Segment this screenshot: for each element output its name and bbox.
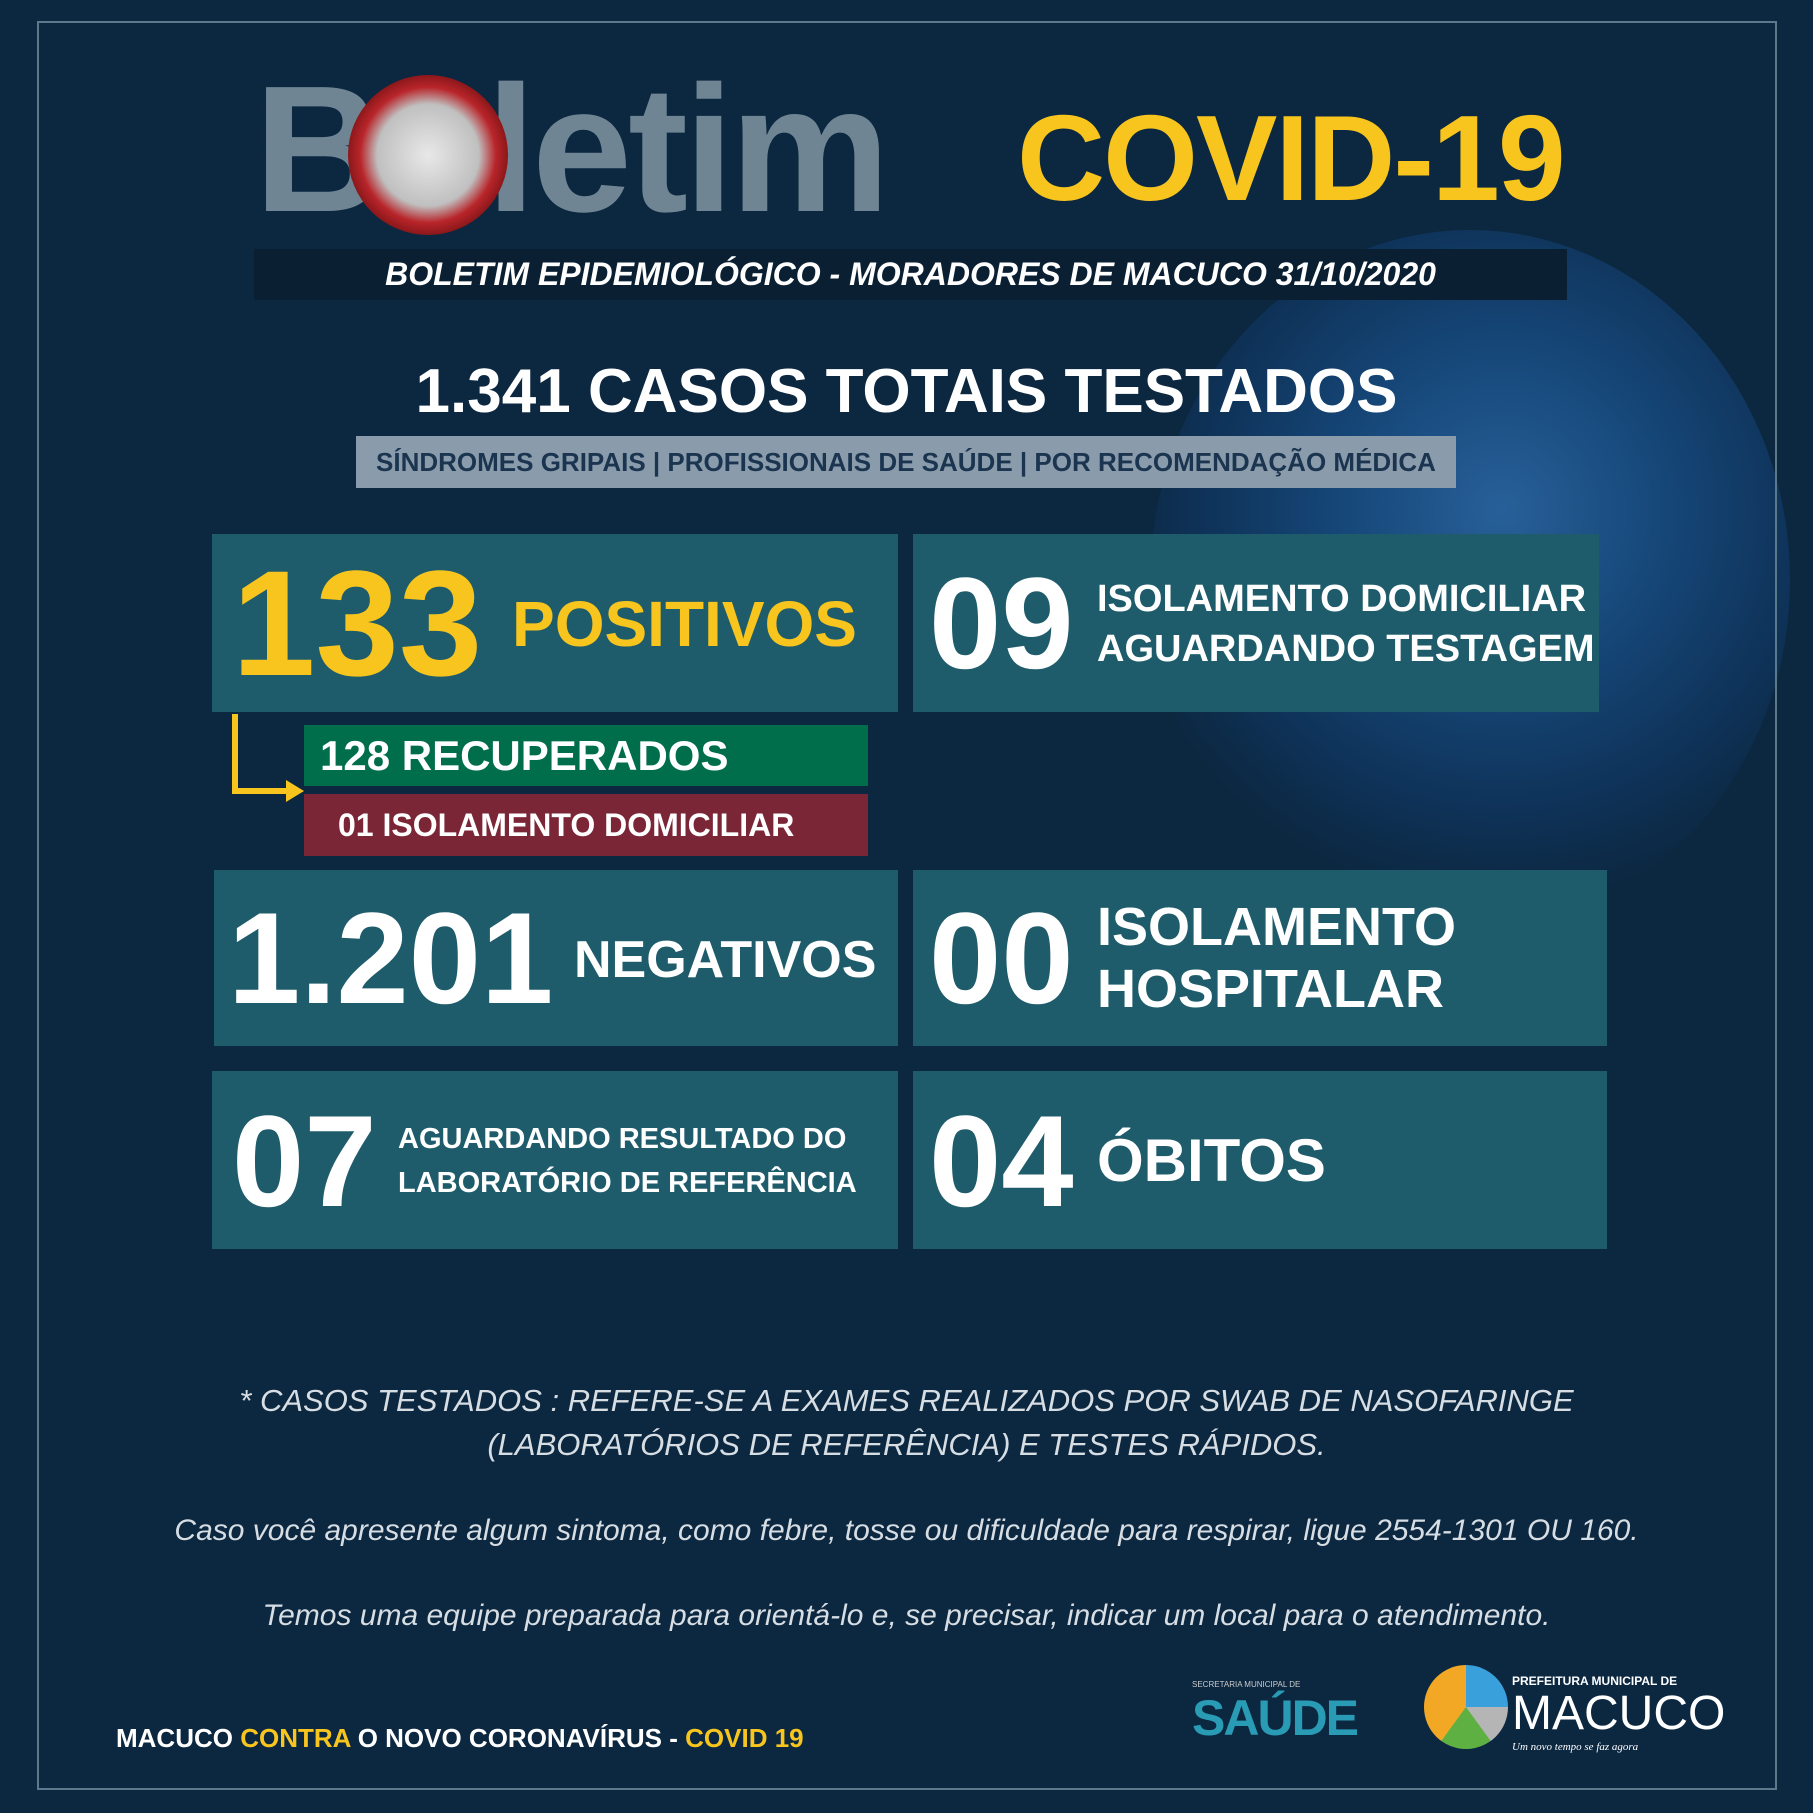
title-covid: COVID-19: [1017, 90, 1566, 226]
negativos-label: NEGATIVOS: [574, 931, 877, 989]
arrow-head-icon: [286, 780, 304, 802]
footnote-line1: * CASOS TESTADOS : REFERE-SE A EXAMES RE…: [239, 1383, 1574, 1418]
prefeitura-emblem-icon: [1424, 1665, 1508, 1749]
lab-line1: AGUARDANDO RESULTADO DO: [398, 1123, 847, 1155]
categories-bar: SÍNDROMES GRIPAIS | PROFISSIONAIS DE SAÚ…: [356, 436, 1456, 488]
obitos-value: 04: [929, 1088, 1074, 1234]
negativos-box: 1.201 NEGATIVOS: [214, 870, 898, 1046]
negativos-value: 1.201: [228, 885, 554, 1031]
aguardando-testagem-box: 09 ISOLAMENTO DOMICILIAR AGUARDANDO TESTA…: [913, 534, 1599, 712]
recuperados-bar: 128 RECUPERADOS: [304, 725, 868, 786]
positivos-label: POSITIVOS: [512, 588, 857, 660]
obitos-label: ÓBITOS: [1097, 1127, 1326, 1194]
arrow-icon: [232, 714, 238, 794]
total-tested: 1.341 CASOS TOTAIS TESTADOS: [0, 356, 1813, 428]
isolamento-positivo-bar: 01 ISOLAMENTO DOMICILIAR: [304, 794, 868, 856]
hospitalar-label: ISOLAMENTO HOSPITALAR: [1097, 896, 1456, 1020]
contact-text: Caso você apresente algum sintoma, como …: [174, 1514, 1639, 1547]
obitos-box: 04 ÓBITOS: [913, 1071, 1607, 1249]
coronavirus-icon: [348, 75, 508, 235]
hospitalar-line1: ISOLAMENTO: [1097, 897, 1457, 957]
hospitalar-value: 00: [929, 885, 1074, 1031]
lab-line2: LABORATÓRIO DE REFERÊNCIA: [398, 1167, 857, 1199]
total-label: CASOS TOTAIS TESTADOS: [587, 357, 1398, 426]
aguardando-testagem-line2: AGUARDANDO TESTAGEM: [1097, 628, 1595, 670]
footnote-line2: (LABORATÓRIOS DE REFERÊNCIA) E TESTES RÁ…: [487, 1427, 1326, 1462]
isolamento-hospitalar-box: 00 ISOLAMENTO HOSPITALAR: [913, 870, 1607, 1046]
macuco-logo: PREFEITURA MUNICIPAL DE MACUCO Um novo t…: [1512, 1674, 1726, 1753]
total-number: 1.341: [415, 357, 571, 426]
aguardando-testagem-value: 09: [929, 550, 1074, 696]
slogan: MACUCO CONTRA O NOVO CORONAVÍRUS - COVID…: [116, 1723, 804, 1753]
positivos-value: 133: [232, 539, 483, 707]
lab-label: AGUARDANDO RESULTADO DO LABORATÓRIO DE RE…: [398, 1117, 857, 1205]
arrow-shaft: [232, 788, 292, 794]
lab-value: 07: [232, 1088, 377, 1234]
aguardando-testagem-line1: ISOLAMENTO DOMICILIAR: [1097, 578, 1587, 620]
subtitle: BOLETIM EPIDEMIOLÓGICO - MORADORES DE MA…: [254, 249, 1567, 300]
aguardando-laboratorio-box: 07 AGUARDANDO RESULTADO DO LABORATÓRIO DE…: [212, 1071, 898, 1249]
hospitalar-line2: HOSPITALAR: [1097, 959, 1444, 1019]
aguardando-testagem-label: ISOLAMENTO DOMICILIAR AGUARDANDO TESTAGEM: [1097, 574, 1595, 674]
saude-logo: SECRETARIA MUNICIPAL DE SAÚDE: [1192, 1680, 1359, 1746]
positivos-box: 133 POSITIVOS: [212, 534, 898, 712]
border-frame: [37, 21, 1777, 1790]
team-text: Temos uma equipe preparada para orientá-…: [262, 1599, 1551, 1632]
